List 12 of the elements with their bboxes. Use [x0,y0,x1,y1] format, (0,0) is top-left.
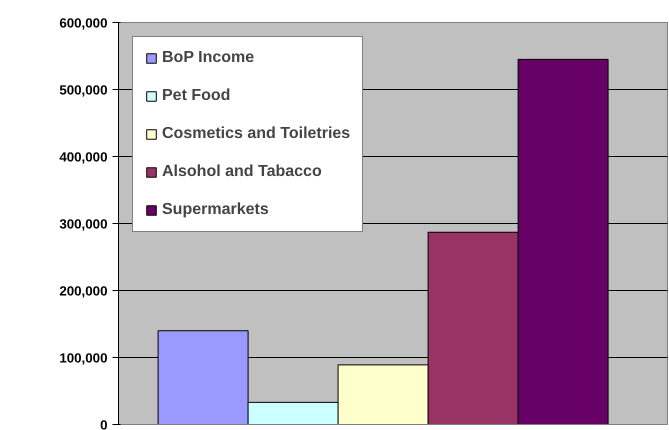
legend-label: Cosmetics and Toiletries [162,125,350,143]
y-tick-label: 200,000 [59,284,108,298]
y-tick-label: 500,000 [59,82,108,98]
legend-label: Supermarkets [162,201,269,219]
legend-label: Pet Food [162,87,230,105]
y-tick-label: 600,000 [59,16,108,30]
legend-label: BoP Income [162,49,254,67]
y-tick-label: 400,000 [59,150,108,164]
y-tick-label: 300,000 [59,216,108,232]
y-tick-label: 0 [100,418,108,430]
legend-label: Alsohol and Tabacco [162,163,322,181]
y-tick-label: 100,000 [59,350,108,366]
